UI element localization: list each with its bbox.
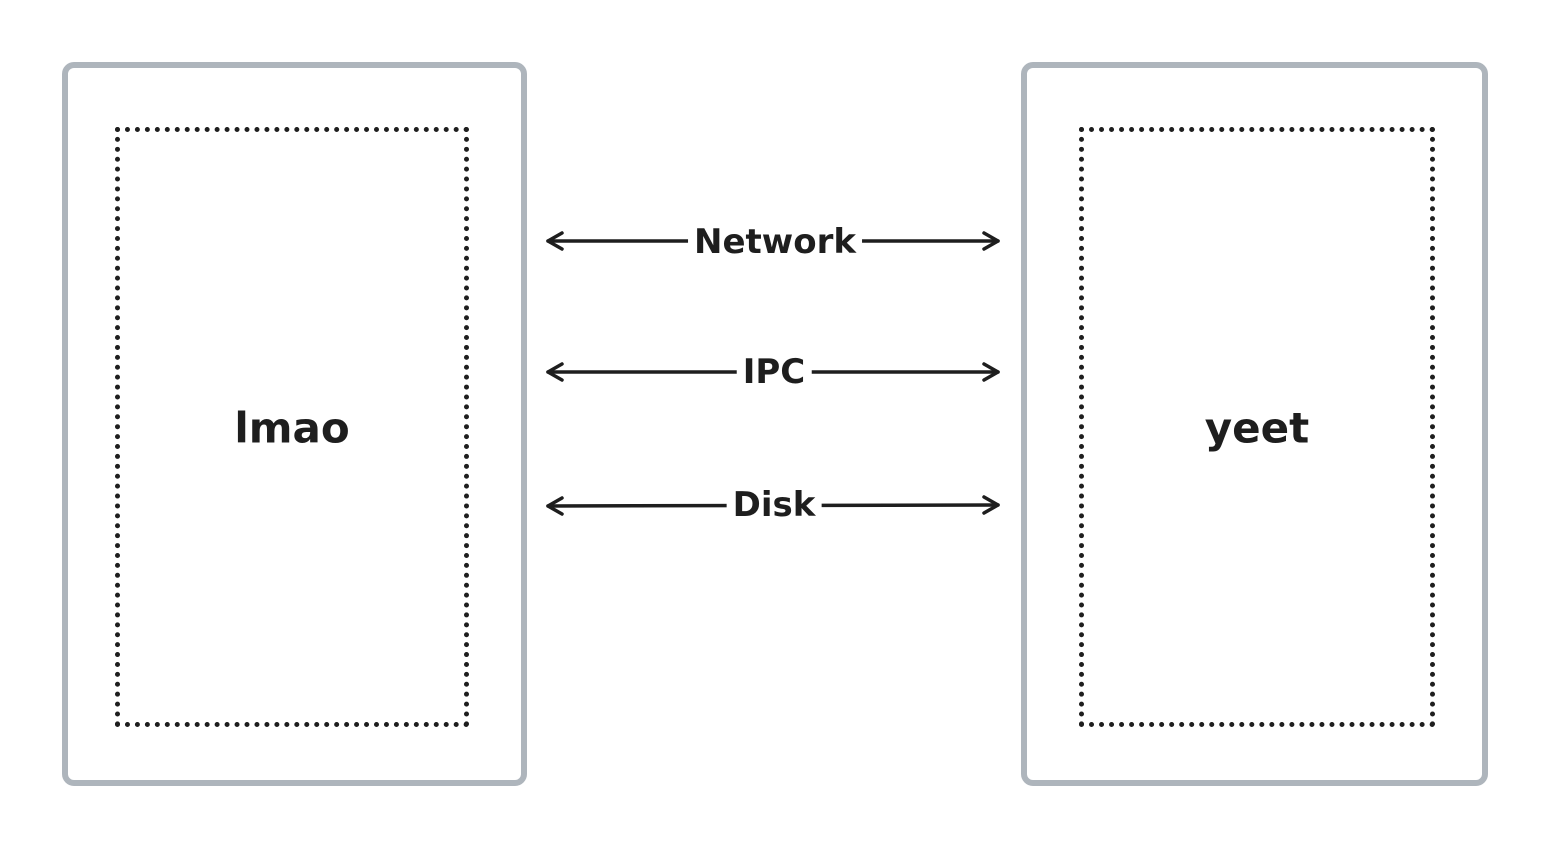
node-right-boundary — [1079, 127, 1435, 727]
edge-disk-label: Disk — [726, 485, 822, 525]
node-left-label: lmao — [234, 403, 350, 453]
node-left-container — [62, 62, 527, 786]
edge-ipc-label: IPC — [736, 352, 812, 392]
node-right-container — [1021, 62, 1488, 786]
node-right-label: yeet — [1204, 403, 1310, 453]
node-left-boundary — [115, 127, 469, 727]
edge-network-label: Network — [688, 222, 862, 262]
